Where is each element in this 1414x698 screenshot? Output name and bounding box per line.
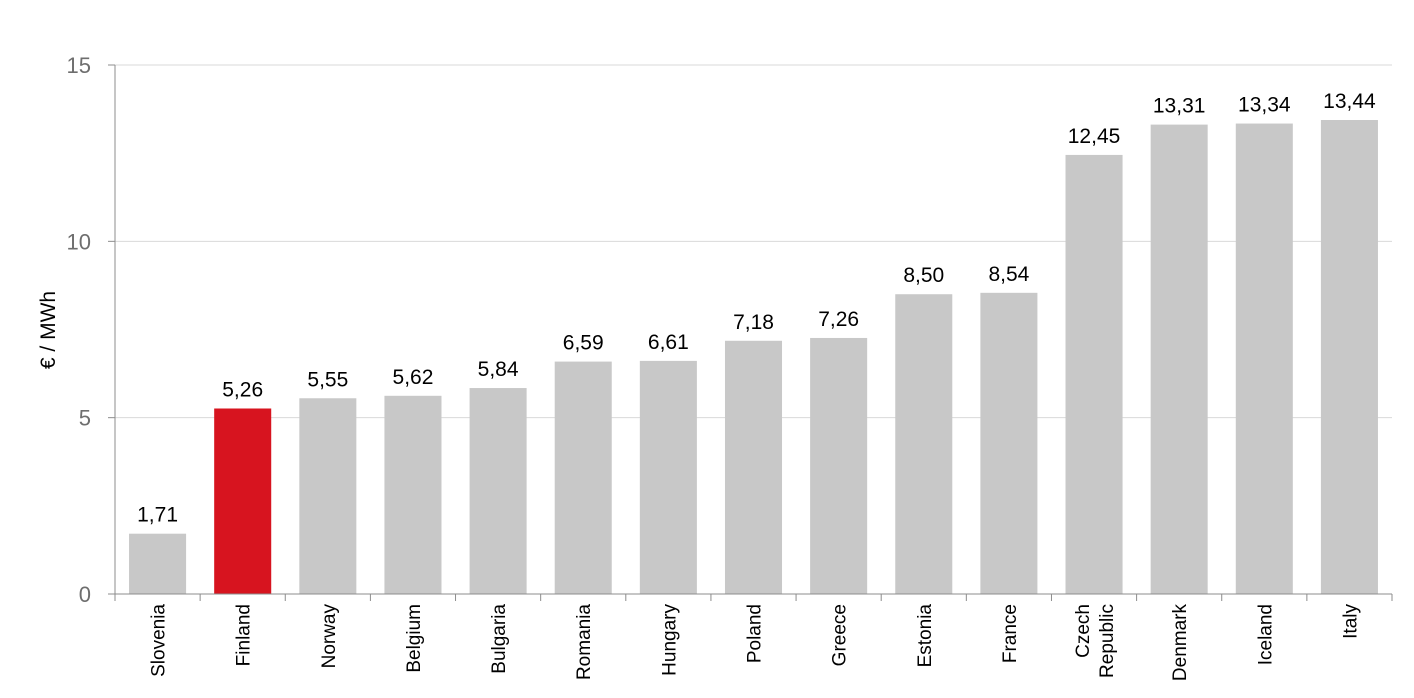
data-label: 7,26 (818, 308, 859, 331)
bar (810, 337, 868, 594)
data-label: 8,54 (988, 263, 1029, 286)
category-label: Romania (574, 604, 595, 680)
data-label: 13,34 (1238, 94, 1291, 117)
category-label: Czech (1073, 604, 1094, 658)
data-label: 8,50 (903, 264, 944, 287)
bar (554, 361, 612, 594)
category-label: France (1000, 604, 1021, 663)
category-label: Italy (1340, 604, 1361, 639)
bar (724, 340, 783, 594)
bar (299, 398, 357, 594)
y-tick-label: 5 (79, 406, 91, 431)
data-label: 6,59 (563, 332, 604, 355)
data-label: 5,26 (222, 378, 263, 401)
category-label: Hungary (659, 604, 680, 676)
data-label: 5,84 (478, 358, 519, 381)
bar (129, 533, 187, 594)
category-label: Belgium (404, 604, 425, 673)
data-label: 5,55 (307, 368, 348, 391)
category-label: Greece (830, 604, 851, 666)
bar (214, 408, 272, 594)
bar (1065, 154, 1123, 594)
bar (1235, 123, 1293, 594)
y-tick-label: 15 (67, 53, 91, 78)
category-label: Poland (745, 604, 766, 663)
category-label: Bulgaria (489, 604, 510, 674)
data-label: 5,62 (393, 366, 434, 389)
bar (1150, 124, 1208, 594)
bar (895, 294, 953, 594)
data-label: 12,45 (1068, 125, 1121, 148)
bar (469, 388, 527, 594)
data-label: 1,71 (137, 504, 178, 527)
category-label: Norway (319, 604, 340, 669)
category-labels: Slovenia Finland Norway Belgium Bulgaria Roma… (149, 604, 1362, 682)
category-label: Finland (234, 604, 255, 666)
bars (129, 120, 1378, 595)
y-tick-label: 0 (79, 582, 91, 607)
bar (980, 292, 1038, 594)
y-axis-title: € / MWh (37, 291, 60, 369)
data-label: 6,61 (648, 331, 689, 354)
data-label: 13,31 (1153, 95, 1206, 118)
data-labels: 1,71 5,26 5,55 5,62 5,84 6,59 6,61 7,18 7,26 8,50… (137, 90, 1376, 527)
category-label: Iceland (1255, 604, 1276, 665)
category-label: Slovenia (149, 604, 170, 677)
category-label: Denmark (1170, 604, 1191, 682)
category-label: Estonia (915, 604, 936, 668)
bar (1320, 120, 1378, 595)
x-axis (114, 593, 1393, 601)
data-label: 13,44 (1323, 90, 1376, 113)
bar (639, 360, 697, 594)
y-tick-label: 10 (67, 229, 91, 254)
y-axis-ticks: 0 5 10 15 (67, 53, 116, 607)
data-label: 7,18 (733, 311, 774, 334)
bar (384, 395, 442, 594)
category-label: Republic (1097, 604, 1118, 678)
